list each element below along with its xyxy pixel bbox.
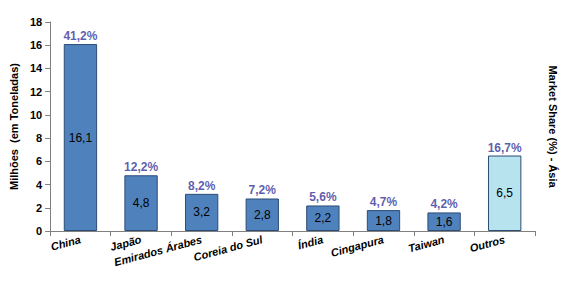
svg-text:Japão: Japão	[108, 233, 143, 253]
svg-text:2,2: 2,2	[315, 211, 332, 225]
svg-text:5,6%: 5,6%	[309, 190, 337, 204]
svg-text:Market Share (%) - Ásia: Market Share (%) - Ásia	[547, 65, 559, 188]
svg-text:4,7%: 4,7%	[370, 195, 398, 209]
svg-text:41,2%: 41,2%	[63, 29, 97, 43]
svg-text:7,2%: 7,2%	[249, 183, 277, 197]
svg-text:1,8: 1,8	[375, 214, 392, 228]
svg-text:4,2%: 4,2%	[430, 197, 458, 211]
svg-text:0: 0	[36, 225, 42, 237]
svg-text:10: 10	[30, 109, 42, 121]
svg-text:4: 4	[36, 179, 43, 191]
svg-text:8: 8	[36, 132, 42, 144]
svg-text:12,2%: 12,2%	[124, 160, 158, 174]
svg-text:Emirados Árabes: Emirados Árabes	[113, 233, 204, 268]
svg-text:16,7%: 16,7%	[488, 141, 522, 155]
svg-text:6,5: 6,5	[496, 186, 513, 200]
svg-text:Outros: Outros	[468, 233, 506, 254]
svg-text:1,6: 1,6	[436, 215, 453, 229]
svg-text:3,2: 3,2	[193, 205, 210, 219]
svg-text:18: 18	[30, 16, 42, 28]
svg-text:6: 6	[36, 155, 42, 167]
svg-text:Taiwan: Taiwan	[407, 233, 446, 254]
svg-text:2,8: 2,8	[254, 208, 271, 222]
svg-text:Cingapura: Cingapura	[329, 233, 385, 259]
svg-text:4,8: 4,8	[133, 196, 150, 210]
svg-text:16: 16	[30, 39, 42, 51]
svg-text:12: 12	[30, 86, 42, 98]
svg-text:16,1: 16,1	[69, 131, 93, 145]
svg-text:14: 14	[30, 62, 43, 74]
svg-text:Milhões (em Toneladas): Milhões (em Toneladas)	[8, 63, 20, 190]
svg-text:2: 2	[36, 202, 42, 214]
svg-text:China: China	[49, 233, 82, 253]
svg-text:Índia: Índia	[297, 233, 325, 251]
svg-text:8,2%: 8,2%	[188, 179, 216, 193]
svg-text:Coreia do Sul: Coreia do Sul	[192, 233, 264, 263]
